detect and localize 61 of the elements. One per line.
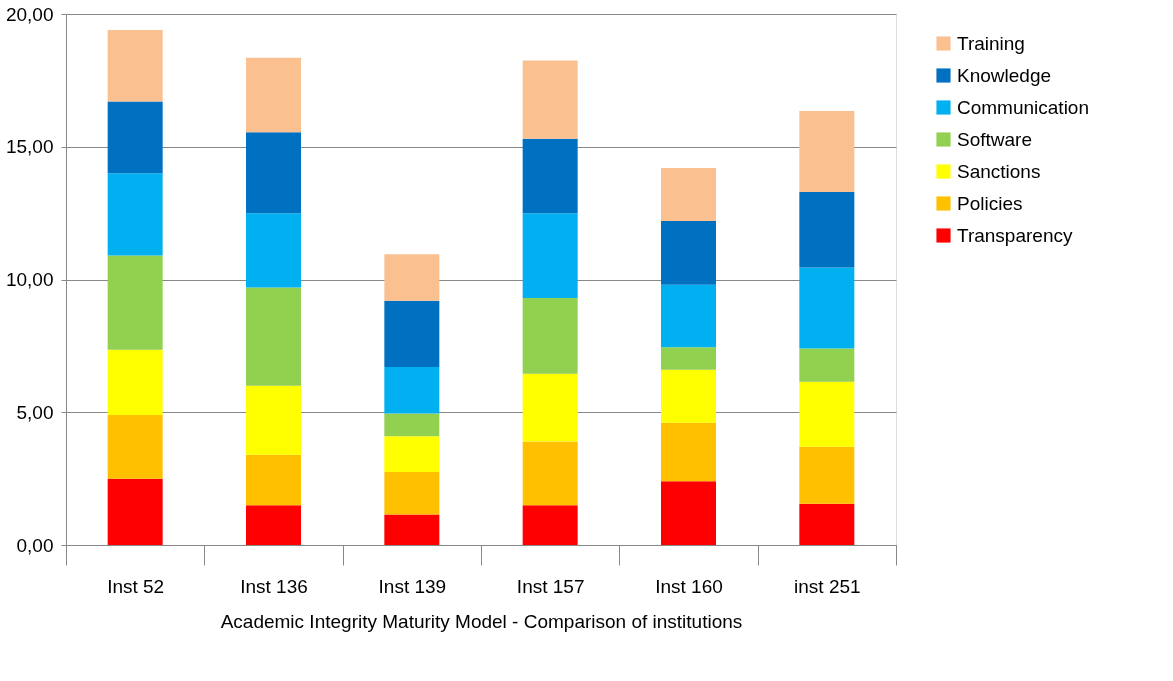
- bar: [661, 481, 716, 545]
- bar: [661, 167, 716, 222]
- bar: [384, 413, 440, 437]
- bar: [107, 349, 163, 415]
- bar: [246, 132, 301, 214]
- bar: [522, 441, 578, 506]
- bar: [246, 213, 301, 288]
- bar: [384, 514, 440, 545]
- bar: [107, 478, 163, 545]
- bar: [661, 347, 716, 370]
- legend-label: Policies: [957, 192, 1023, 214]
- bar: [522, 213, 578, 299]
- x-tick-label: Inst 139: [378, 575, 447, 597]
- bar: [799, 381, 855, 447]
- bar: [107, 101, 163, 174]
- legend-label: Software: [957, 128, 1032, 150]
- bar: [384, 254, 440, 301]
- y-tick-label: 20,00: [5, 3, 54, 25]
- bar: [522, 60, 578, 139]
- bar: [522, 138, 578, 214]
- bar: [799, 503, 855, 545]
- legend-label: Communication: [957, 96, 1089, 118]
- bar: [246, 385, 301, 455]
- bar: [661, 221, 716, 285]
- y-tick-label: 0,00: [16, 534, 54, 556]
- bar: [799, 348, 855, 382]
- bar: [246, 57, 301, 133]
- bar: [384, 436, 440, 472]
- bar: [107, 255, 163, 350]
- x-tick-label: Inst 52: [107, 575, 165, 597]
- bar: [522, 298, 578, 374]
- bar: [384, 367, 440, 414]
- bar: [107, 414, 163, 479]
- y-tick-label: 10,00: [5, 269, 54, 290]
- legend-label: Knowledge: [957, 64, 1052, 86]
- bar: [799, 267, 855, 349]
- bar: [246, 454, 301, 506]
- legend-label: Transparency: [957, 224, 1073, 246]
- x-tick-label: Inst 157: [516, 575, 585, 597]
- bar: [522, 505, 578, 545]
- x-tick-label: inst 251: [794, 575, 861, 597]
- legend-label: Training: [957, 32, 1025, 54]
- bar: [246, 505, 301, 545]
- bar: [799, 446, 855, 504]
- x-tick-label: Inst 136: [240, 575, 308, 597]
- x-axis-title: Academic Integrity Maturity Model - Comparison of institutions: [220, 610, 743, 632]
- bar: [799, 110, 855, 192]
- bar: [384, 471, 440, 515]
- y-tick-label: 5,00: [16, 401, 54, 423]
- bar: [799, 191, 855, 268]
- bar: [661, 422, 716, 482]
- bar: [384, 300, 440, 368]
- bar: [107, 29, 163, 102]
- bar: [246, 287, 301, 386]
- y-tick-label: 15,00: [5, 136, 54, 158]
- legend-label: Sanctions: [957, 160, 1041, 182]
- bar: [522, 373, 578, 442]
- bar: [107, 173, 163, 256]
- bar: [661, 284, 716, 348]
- x-tick-label: Inst 160: [655, 575, 723, 597]
- bar: [661, 369, 716, 423]
